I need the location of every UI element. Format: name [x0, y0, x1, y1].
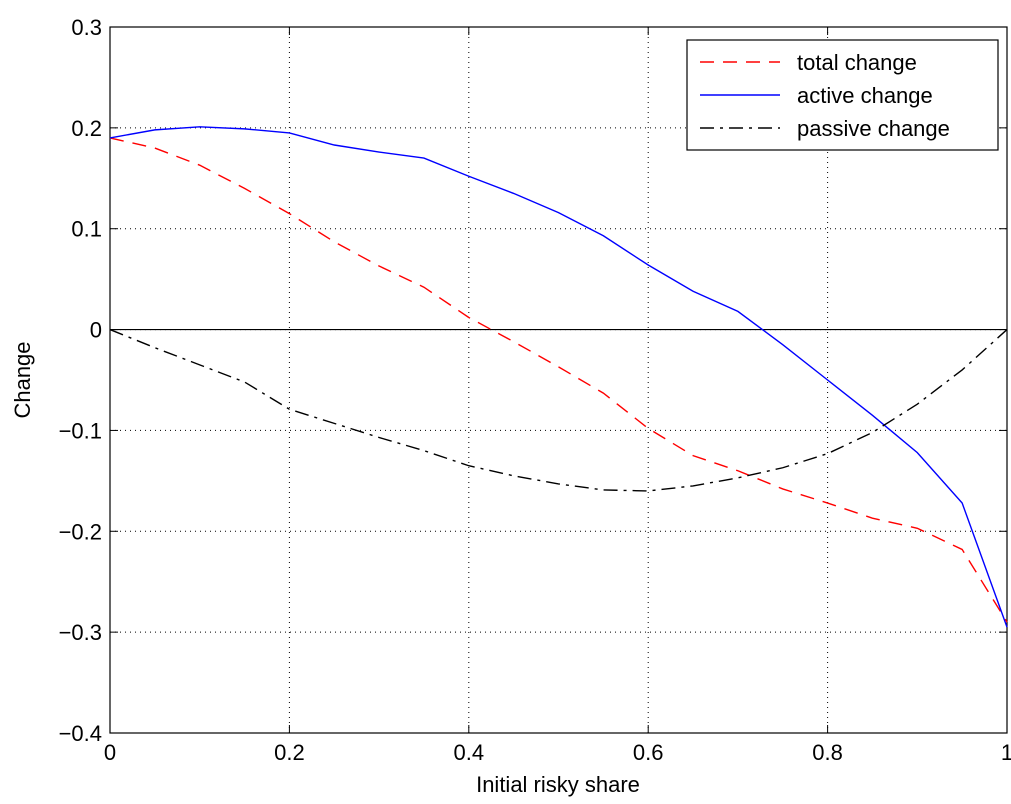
y-tick-label: 0.3	[71, 15, 102, 40]
series-line	[109, 328, 1008, 492]
y-tick-label: −0.3	[59, 620, 102, 645]
y-tick-label: 0	[90, 318, 102, 343]
y-tick-label: 0.1	[71, 217, 102, 242]
x-axis-label: Initial risky share	[476, 772, 640, 797]
x-tick-label: 0.6	[633, 740, 664, 765]
series-line	[109, 126, 1008, 628]
legend-label: active change	[797, 83, 933, 108]
y-tick-label: 0.2	[71, 116, 102, 141]
y-tick-label: −0.4	[59, 721, 102, 746]
x-tick-label: 0.2	[274, 740, 305, 765]
y-tick-label: −0.2	[59, 519, 102, 544]
x-tick-label: 0.8	[812, 740, 843, 765]
legend-label: total change	[797, 50, 917, 75]
y-axis-label: Change	[10, 341, 35, 418]
x-tick-label: 0.4	[454, 740, 485, 765]
x-tick-label: 1	[1001, 740, 1011, 765]
plot-frame	[109, 26, 1008, 734]
series-line	[109, 137, 1008, 623]
x-tick-label: 0	[104, 740, 116, 765]
legend-label: passive change	[797, 116, 950, 141]
y-tick-label: −0.1	[59, 418, 102, 443]
